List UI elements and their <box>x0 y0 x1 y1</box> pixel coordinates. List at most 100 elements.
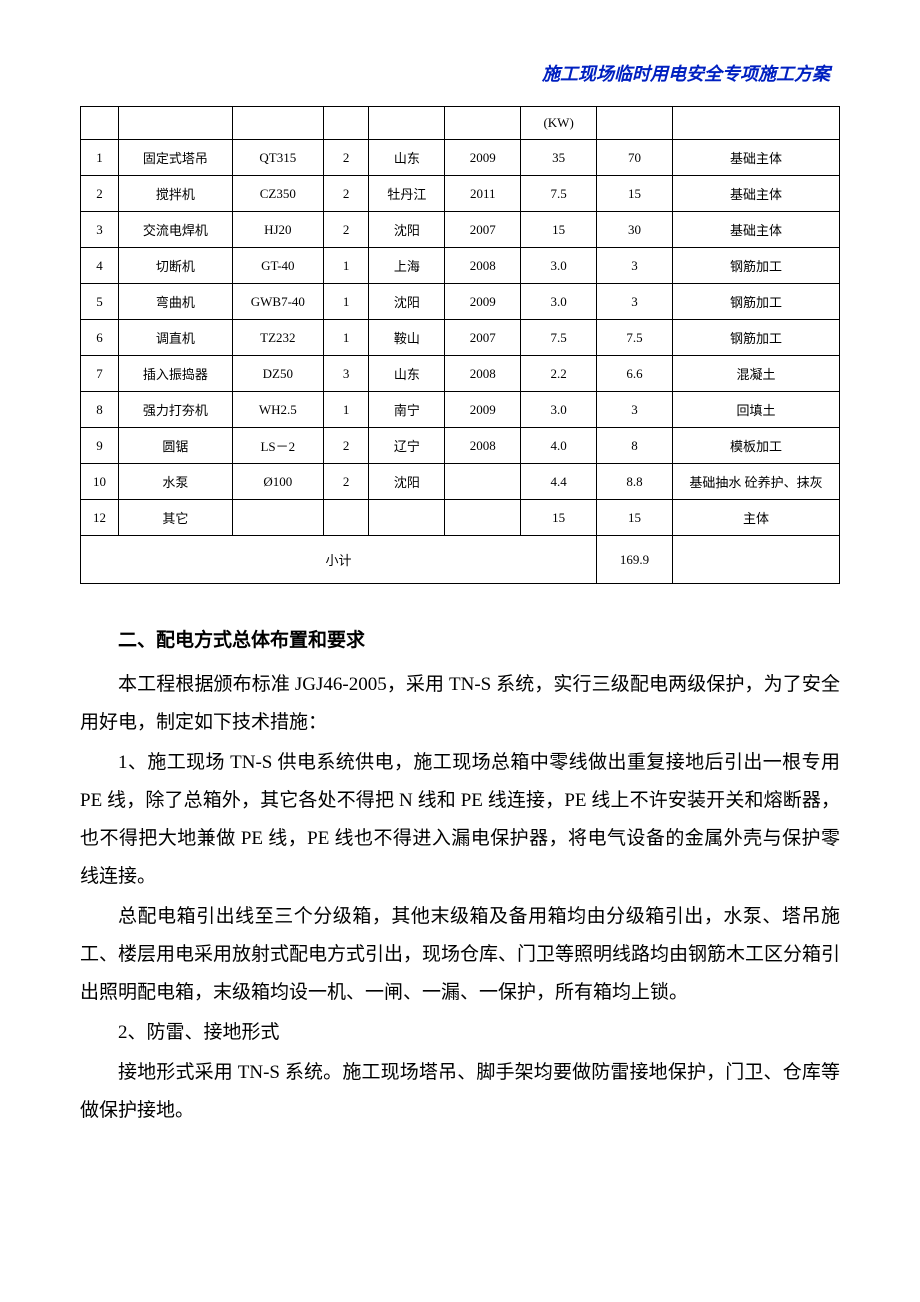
table-row: 6调直机TZ2321鞍山20077.57.5钢筋加工 <box>81 320 840 356</box>
qty-cell: 1 <box>323 320 369 356</box>
usage-cell: 钢筋加工 <box>672 284 839 320</box>
table-row: 9圆锯LS－22辽宁20084.08模板加工 <box>81 428 840 464</box>
table-row: 1固定式塔吊QT3152山东20093570基础主体 <box>81 140 840 176</box>
qty-cell <box>323 500 369 536</box>
year-cell: 2007 <box>445 320 521 356</box>
table-row: 2搅拌机CZ3502牡丹江20117.515基础主体 <box>81 176 840 212</box>
idx-cell: 4 <box>81 248 119 284</box>
model-cell: Ø100 <box>232 464 323 500</box>
power2-cell: 8 <box>597 428 673 464</box>
model-cell: QT315 <box>232 140 323 176</box>
model-cell: LS－2 <box>232 428 323 464</box>
origin-cell: 山东 <box>369 356 445 392</box>
body-paragraph: 本工程根据颁布标准 JGJ46-2005，采用 TN-S 系统，实行三级配电两级… <box>80 666 840 742</box>
qty-cell: 2 <box>323 464 369 500</box>
year-cell: 2009 <box>445 284 521 320</box>
idx-cell: 9 <box>81 428 119 464</box>
power2-cell: 3 <box>597 248 673 284</box>
power2-cell: 15 <box>597 176 673 212</box>
power1-cell: 7.5 <box>521 176 597 212</box>
table-row: 5弯曲机GWB7-401沈阳20093.03钢筋加工 <box>81 284 840 320</box>
usage-cell: 基础主体 <box>672 176 839 212</box>
qty-cell: 1 <box>323 284 369 320</box>
model-cell: GWB7-40 <box>232 284 323 320</box>
name-cell: 其它 <box>118 500 232 536</box>
model-cell: DZ50 <box>232 356 323 392</box>
model-cell: CZ350 <box>232 176 323 212</box>
power2-cell: 70 <box>597 140 673 176</box>
origin-cell <box>369 500 445 536</box>
kw-label-cell: (KW) <box>521 107 597 140</box>
body-paragraph: 总配电箱引出线至三个分级箱，其他末级箱及备用箱均由分级箱引出，水泵、塔吊施工、楼… <box>80 898 840 1012</box>
model-cell <box>232 500 323 536</box>
empty-cell <box>323 107 369 140</box>
qty-cell: 2 <box>323 140 369 176</box>
usage-cell: 混凝土 <box>672 356 839 392</box>
year-cell: 2011 <box>445 176 521 212</box>
idx-cell: 6 <box>81 320 119 356</box>
year-cell: 2009 <box>445 392 521 428</box>
power2-cell: 7.5 <box>597 320 673 356</box>
idx-cell: 8 <box>81 392 119 428</box>
year-cell <box>445 500 521 536</box>
subtotal-value-cell: 169.9 <box>597 536 673 584</box>
origin-cell: 沈阳 <box>369 284 445 320</box>
power1-cell: 7.5 <box>521 320 597 356</box>
idx-cell: 7 <box>81 356 119 392</box>
body-paragraph: 接地形式采用 TN-S 系统。施工现场塔吊、脚手架均要做防雷接地保护，门卫、仓库… <box>80 1054 840 1130</box>
body-paragraph: 1、施工现场 TN-S 供电系统供电，施工现场总箱中零线做出重复接地后引出一根专… <box>80 744 840 896</box>
table-row: 3交流电焊机HJ202沈阳20071530基础主体 <box>81 212 840 248</box>
empty-cell <box>81 107 119 140</box>
idx-cell: 3 <box>81 212 119 248</box>
power1-cell: 15 <box>521 212 597 248</box>
qty-cell: 1 <box>323 248 369 284</box>
empty-cell <box>672 536 839 584</box>
power2-cell: 8.8 <box>597 464 673 500</box>
power1-cell: 35 <box>521 140 597 176</box>
idx-cell: 1 <box>81 140 119 176</box>
power2-cell: 6.6 <box>597 356 673 392</box>
page-header-title: 施工现场临时用电安全专项施工方案 <box>80 60 840 86</box>
qty-cell: 3 <box>323 356 369 392</box>
origin-cell: 牡丹江 <box>369 176 445 212</box>
name-cell: 固定式塔吊 <box>118 140 232 176</box>
empty-cell <box>597 107 673 140</box>
model-cell: GT-40 <box>232 248 323 284</box>
equipment-table: (KW) 1固定式塔吊QT3152山东20093570基础主体2搅拌机CZ350… <box>80 106 840 584</box>
table-row: 10水泵Ø1002沈阳4.48.8基础抽水 砼养护、抹灰 <box>81 464 840 500</box>
origin-cell: 上海 <box>369 248 445 284</box>
usage-cell: 基础抽水 砼养护、抹灰 <box>672 464 839 500</box>
name-cell: 弯曲机 <box>118 284 232 320</box>
usage-cell: 主体 <box>672 500 839 536</box>
qty-cell: 2 <box>323 428 369 464</box>
idx-cell: 10 <box>81 464 119 500</box>
idx-cell: 2 <box>81 176 119 212</box>
empty-cell <box>369 107 445 140</box>
section-2-heading: 二、配电方式总体布置和要求 <box>80 624 840 658</box>
power2-cell: 15 <box>597 500 673 536</box>
qty-cell: 1 <box>323 392 369 428</box>
year-cell <box>445 464 521 500</box>
year-cell: 2009 <box>445 140 521 176</box>
power1-cell: 3.0 <box>521 284 597 320</box>
power1-cell: 15 <box>521 500 597 536</box>
empty-cell <box>445 107 521 140</box>
usage-cell: 钢筋加工 <box>672 320 839 356</box>
origin-cell: 鞍山 <box>369 320 445 356</box>
power1-cell: 3.0 <box>521 392 597 428</box>
power2-cell: 30 <box>597 212 673 248</box>
name-cell: 搅拌机 <box>118 176 232 212</box>
body-paragraph: 2、防雷、接地形式 <box>80 1014 840 1052</box>
empty-cell <box>232 107 323 140</box>
power1-cell: 2.2 <box>521 356 597 392</box>
table-row: 7插入振捣器DZ503山东20082.26.6混凝土 <box>81 356 840 392</box>
name-cell: 插入振捣器 <box>118 356 232 392</box>
usage-cell: 基础主体 <box>672 212 839 248</box>
power1-cell: 4.0 <box>521 428 597 464</box>
empty-cell <box>672 107 839 140</box>
usage-cell: 基础主体 <box>672 140 839 176</box>
origin-cell: 沈阳 <box>369 212 445 248</box>
name-cell: 交流电焊机 <box>118 212 232 248</box>
model-cell: TZ232 <box>232 320 323 356</box>
year-cell: 2008 <box>445 248 521 284</box>
